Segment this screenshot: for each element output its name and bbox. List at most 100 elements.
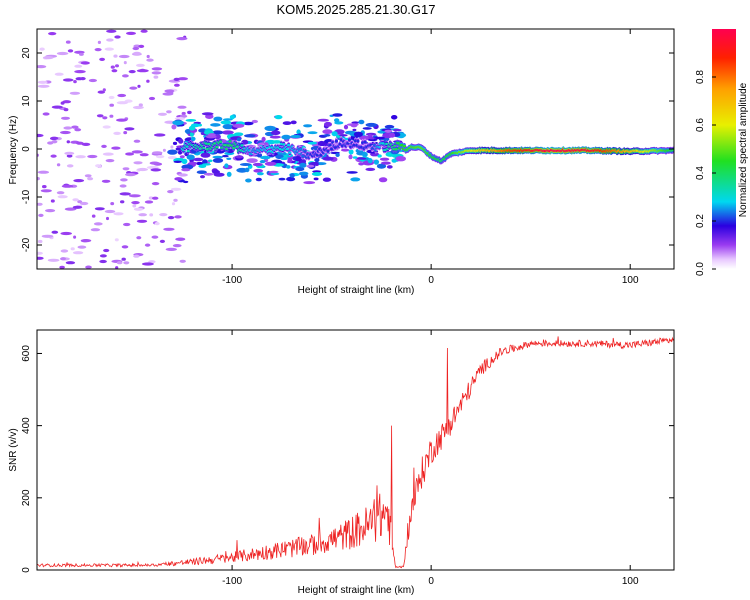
noise-cell xyxy=(131,201,140,205)
noise-cell xyxy=(167,190,174,194)
noise-cell xyxy=(64,151,75,155)
noise-cell xyxy=(101,144,107,148)
noise-cell xyxy=(51,230,59,234)
noise-cell xyxy=(42,185,47,189)
snr-series-line xyxy=(37,336,674,569)
ridge-cell xyxy=(394,147,398,151)
noise-cell xyxy=(66,140,71,144)
spectral-cell xyxy=(252,162,263,167)
spectral-cell xyxy=(323,134,331,137)
noise-cell xyxy=(146,165,159,170)
noise-cell xyxy=(116,261,123,265)
ridge-cell xyxy=(340,144,344,147)
spectral-cell xyxy=(256,152,263,158)
noise-cell xyxy=(158,112,167,116)
noise-cell xyxy=(132,46,140,51)
spectral-cell xyxy=(213,134,221,140)
noise-cell xyxy=(162,92,174,96)
noise-cell xyxy=(162,148,166,152)
spectral-cell xyxy=(196,170,207,174)
x-tick-label: 0 xyxy=(428,275,434,286)
ridge-cell xyxy=(287,143,291,147)
noise-cell xyxy=(72,198,79,202)
spectral-cell xyxy=(223,118,233,121)
noise-cell xyxy=(56,191,65,195)
ridge-cell xyxy=(381,142,385,145)
spectrogram-ylabel: Frequency (Hz) xyxy=(8,116,19,185)
spectral-cell xyxy=(245,178,252,183)
spectral-cell xyxy=(253,168,264,173)
noise-cell xyxy=(137,84,141,88)
noise-cell xyxy=(173,198,178,202)
spectral-cell xyxy=(365,122,378,127)
ridge-cell xyxy=(301,154,305,158)
noise-cell xyxy=(141,262,154,266)
noise-cell xyxy=(150,168,162,172)
noise-cell xyxy=(97,90,106,94)
noise-cell xyxy=(176,37,188,41)
spectral-cell xyxy=(307,131,318,135)
noise-cell xyxy=(64,207,77,211)
noise-cell xyxy=(177,105,187,109)
spectral-cell xyxy=(281,134,291,140)
noise-cell xyxy=(37,239,43,244)
spectral-cell xyxy=(378,177,388,183)
spectral-cell xyxy=(299,171,309,176)
noise-cell xyxy=(151,235,159,239)
ridge-cell xyxy=(240,144,244,147)
noise-cell xyxy=(164,89,175,93)
colorbar-ticks: 0.0 0.2 0.4 0.6 0.8 xyxy=(695,70,716,276)
noise-cell xyxy=(136,219,148,223)
ridge-cell xyxy=(299,147,303,151)
ridge-cell xyxy=(232,146,236,150)
spectral-cell xyxy=(358,119,365,125)
ridge-cell xyxy=(361,141,365,144)
spectral-cell xyxy=(264,125,277,131)
spectral-cell xyxy=(286,176,296,182)
noise-cell xyxy=(111,146,121,150)
spectral-cell xyxy=(306,164,315,168)
noise-cell xyxy=(50,199,55,203)
noise-cell xyxy=(151,182,160,186)
noise-cell xyxy=(85,265,92,269)
spectral-cell xyxy=(244,167,250,173)
ridge-cell xyxy=(235,145,239,148)
spectral-cell xyxy=(260,155,271,160)
noise-cell xyxy=(81,142,91,146)
spectral-cell xyxy=(255,177,262,182)
noise-cell xyxy=(137,167,149,172)
y-tick-label: -20 xyxy=(21,237,32,252)
ridge-cell xyxy=(385,142,389,146)
ridge-cell xyxy=(265,146,269,150)
noise-cell xyxy=(121,257,126,261)
noise-cell xyxy=(54,72,64,76)
noise-cell xyxy=(37,133,44,138)
spectral-cell xyxy=(322,129,333,135)
noise-cell xyxy=(170,145,174,149)
y-tick-label: 10 xyxy=(21,95,32,107)
noise-cell xyxy=(37,84,50,88)
noise-cell xyxy=(37,202,43,206)
ridge-cell xyxy=(186,149,190,153)
noise-cell xyxy=(125,173,136,177)
noise-cell xyxy=(174,83,180,87)
noise-cell xyxy=(179,114,188,118)
snr-ylabel: SNR (v/v) xyxy=(8,428,19,471)
noise-cell xyxy=(126,31,136,35)
noise-cell xyxy=(62,78,74,82)
ridge-cell xyxy=(402,145,407,148)
spectral-cell xyxy=(384,124,395,129)
noise-cell xyxy=(146,54,150,59)
spectral-cell xyxy=(322,177,331,182)
noise-cell xyxy=(179,259,186,263)
spectral-cell xyxy=(303,124,313,128)
noise-cell xyxy=(72,251,84,255)
y-tick-label: -10 xyxy=(21,189,32,204)
noise-cell xyxy=(74,64,83,68)
spectral-cell xyxy=(188,125,196,131)
snr-ticks: -100 0 100 0 200 400 600 xyxy=(21,330,674,587)
noise-cell xyxy=(102,116,108,120)
noise-cell xyxy=(159,239,165,243)
noise-cell xyxy=(70,247,75,251)
noise-cell xyxy=(128,70,136,74)
